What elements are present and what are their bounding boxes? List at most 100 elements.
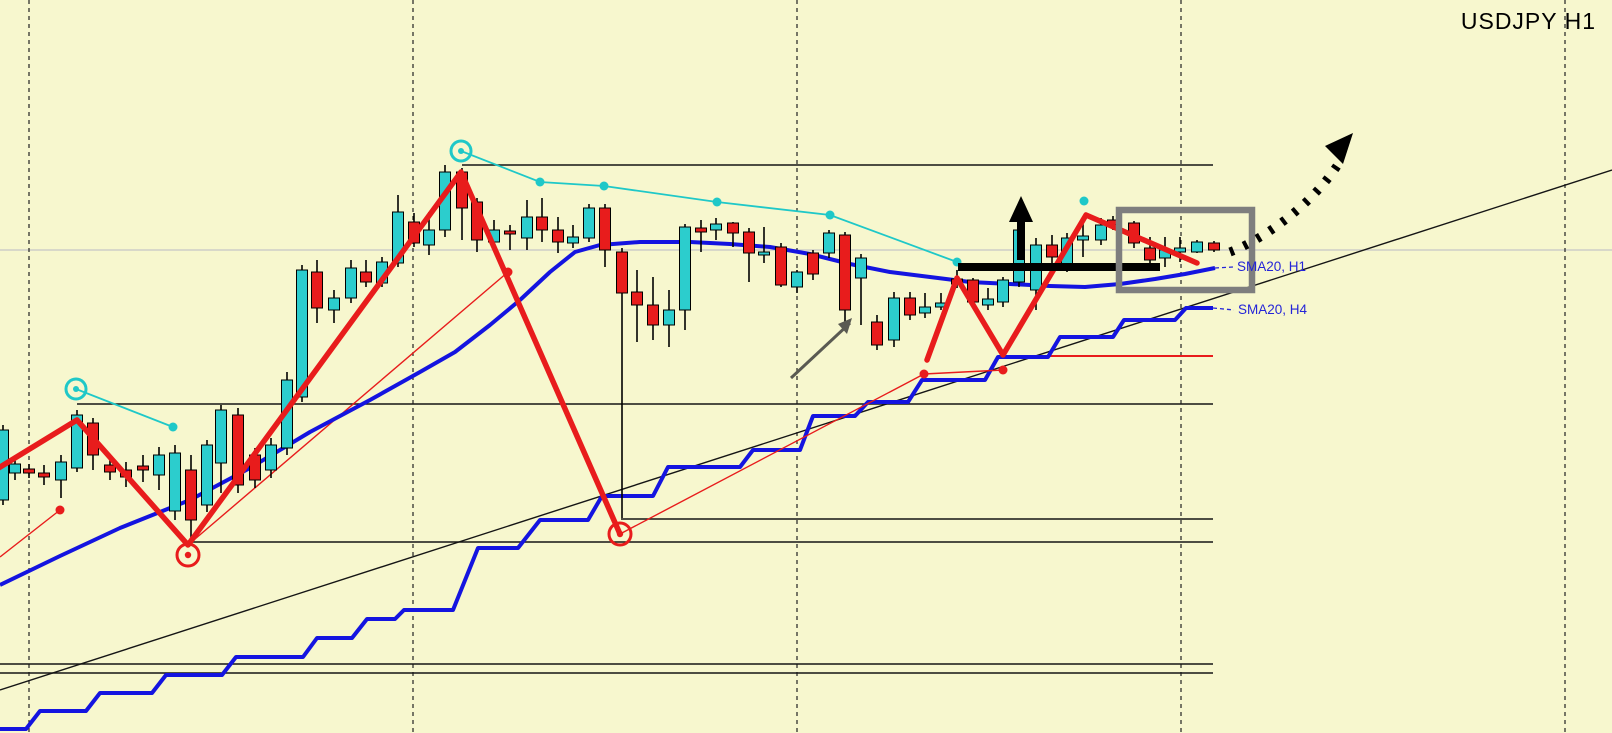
candle — [137, 455, 149, 482]
bear-candle-body — [1046, 244, 1058, 258]
sma-labels: SMA20, H1 SMA20, H4 — [1212, 259, 1308, 317]
candle — [888, 292, 900, 347]
bear-candle-body — [743, 231, 755, 254]
bull-candle-body — [710, 223, 722, 231]
bull-candle-body — [1191, 241, 1203, 253]
candle — [1208, 241, 1220, 252]
bear-candle-body — [727, 222, 739, 234]
sma20-h4-line — [0, 306, 1213, 731]
bear-candle-body — [552, 229, 564, 243]
bull-candle-body — [855, 257, 867, 279]
candle — [1077, 222, 1089, 257]
candle — [775, 243, 787, 287]
candle — [982, 288, 994, 310]
candle — [791, 270, 803, 293]
bull-candle-body — [71, 414, 83, 469]
cyan-swing-ring-icon — [449, 139, 473, 163]
bull-candle-body — [9, 463, 21, 474]
bear-candle-body — [839, 234, 851, 311]
cyan-swing-dot-icon — [599, 181, 609, 191]
bear-candle-body — [504, 230, 516, 235]
candle — [647, 277, 659, 340]
bear-candle-body — [104, 464, 116, 473]
bull-candle-body — [201, 444, 213, 506]
bear-candle-body — [232, 414, 244, 486]
candle — [871, 315, 883, 350]
red-swing-dot-icon — [919, 369, 929, 379]
candle — [567, 225, 579, 248]
candle — [265, 438, 277, 478]
candle — [55, 455, 67, 498]
candle — [536, 198, 548, 242]
bear-candle-body — [904, 297, 916, 316]
candle — [169, 445, 181, 520]
candle — [360, 260, 372, 287]
breakout-curved-arrow-icon — [1228, 133, 1353, 257]
candle — [521, 200, 533, 250]
cyan-swing-dot-icon — [1079, 196, 1089, 206]
bull-candle-body — [791, 271, 803, 288]
symbol-timeframe-label: USDJPY H1 — [1460, 8, 1596, 34]
bull-candle-body — [1174, 247, 1186, 253]
bear-candle-body — [871, 321, 883, 346]
cyan-swing-dot-icon — [168, 422, 178, 432]
candle — [631, 270, 643, 342]
bear-candle-body — [1208, 242, 1220, 251]
candle — [727, 222, 739, 247]
bull-candle-body — [679, 226, 691, 311]
bull-candle-body — [1095, 224, 1107, 241]
bear-candle-body — [360, 271, 372, 283]
bear-candle-body — [38, 472, 50, 478]
pointer-arrow-icon — [789, 318, 852, 380]
bull-candle-body — [823, 232, 835, 254]
bear-candle-body — [536, 216, 548, 231]
candle — [710, 218, 722, 240]
bull-candle-body — [521, 216, 533, 239]
zigzag-low-dot-icon — [184, 551, 192, 559]
bull-candle-body — [919, 306, 931, 314]
candle — [504, 225, 516, 250]
candle — [345, 260, 357, 303]
bull-candle-body — [169, 452, 181, 512]
bull-candle-body — [1077, 235, 1089, 241]
candle — [583, 204, 595, 242]
candle — [743, 228, 755, 282]
levels — [0, 164, 1213, 674]
bull-candle-body — [423, 229, 435, 246]
bear-candle-body — [23, 468, 35, 474]
candle — [552, 217, 564, 253]
bull-candle-body — [663, 309, 675, 326]
zigzag-low-ring-icon — [607, 521, 633, 547]
cyan-swing-dot-icon — [535, 177, 545, 187]
bear-candle-body — [599, 207, 611, 251]
bull-candle-body — [997, 279, 1009, 303]
bull-candle-body — [328, 297, 340, 311]
bear-candle-body — [631, 291, 643, 306]
bear-candle-body — [185, 469, 197, 521]
bull-candle-body — [215, 409, 227, 464]
bear-candle-body — [775, 246, 787, 286]
bear-candle-body — [1144, 247, 1156, 261]
zigzag-low-dot-icon — [616, 530, 624, 538]
bull-candle-body — [888, 297, 900, 341]
candle — [855, 254, 867, 325]
red-swing-dot-icon — [503, 267, 513, 277]
candle — [904, 292, 916, 320]
candle — [38, 465, 50, 485]
highlight-box — [1115, 206, 1256, 294]
cyan-swing-dot-icon — [712, 197, 722, 207]
bear-candle-body — [647, 304, 659, 326]
red-swing-dot-icon — [55, 505, 65, 515]
red-swing-dot-icon — [998, 365, 1008, 375]
bear-candle-body — [807, 252, 819, 275]
candle — [616, 248, 628, 518]
bull-candle-body — [153, 454, 165, 476]
bull-candle-body — [265, 444, 277, 471]
bull-candle-body — [392, 211, 404, 264]
candle — [599, 204, 611, 267]
candle — [695, 220, 707, 252]
candle — [807, 250, 819, 280]
bear-candle-body — [695, 227, 707, 233]
